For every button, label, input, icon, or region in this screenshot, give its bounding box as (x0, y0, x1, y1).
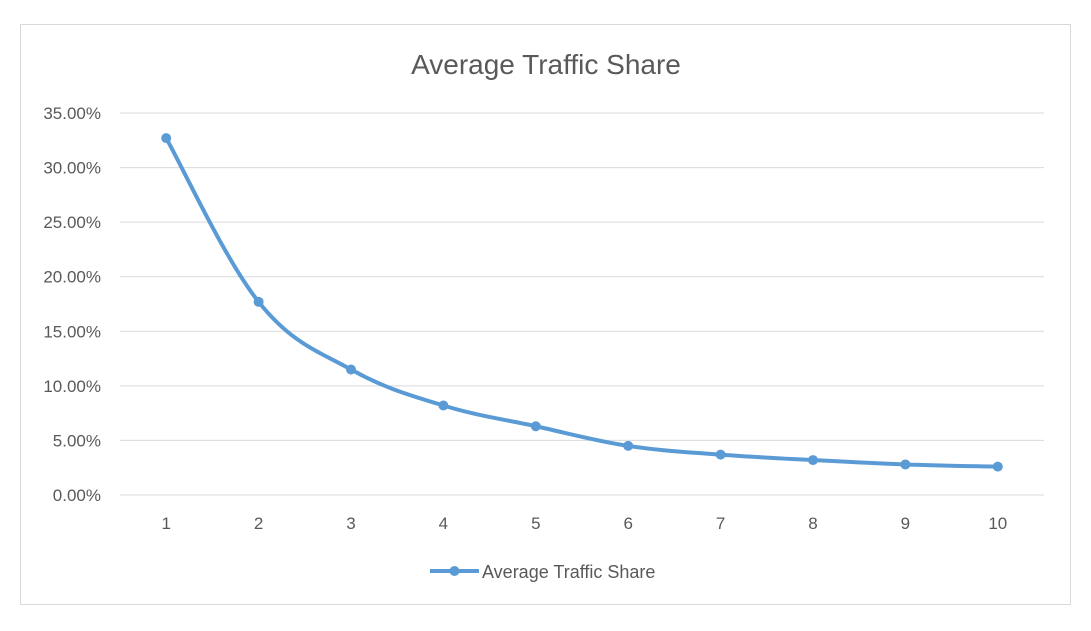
legend-marker (449, 566, 460, 576)
x-tick-label: 6 (623, 514, 632, 533)
data-point (992, 461, 1003, 472)
x-axis-tick-labels: 1 2 3 4 5 6 7 8 9 10 (161, 514, 1007, 533)
data-point (623, 440, 634, 451)
legend: Average Traffic Share (430, 562, 655, 582)
x-tick-label: 3 (346, 514, 355, 533)
y-tick-label: 15.00% (43, 322, 101, 341)
x-tick-label: 1 (161, 514, 170, 533)
data-point (530, 421, 541, 432)
y-tick-label: 20.00% (43, 268, 101, 287)
legend-label: Average Traffic Share (482, 562, 655, 582)
x-tick-label: 8 (808, 514, 817, 533)
data-point (438, 400, 449, 411)
y-tick-label: 5.00% (53, 431, 101, 450)
data-point (900, 459, 911, 470)
x-tick-label: 4 (439, 514, 448, 533)
data-point (161, 133, 172, 144)
chart-area (20, 24, 1071, 605)
y-tick-label: 35.00% (43, 104, 101, 123)
gridlines (120, 112, 1044, 496)
data-point (253, 296, 264, 307)
x-tick-label: 10 (988, 514, 1007, 533)
y-tick-label: 30.00% (43, 159, 101, 178)
x-tick-label: 7 (716, 514, 725, 533)
y-tick-label: 25.00% (43, 213, 101, 232)
data-point (715, 449, 726, 460)
data-point (808, 455, 818, 466)
chart-title: Average Traffic Share (411, 49, 681, 80)
y-tick-label: 0.00% (53, 486, 101, 505)
y-axis-tick-labels: 0.00% 5.00% 10.00% 15.00% 20.00% 25.00% 30.00%… (43, 104, 101, 505)
data-point (346, 364, 356, 375)
x-tick-label: 5 (531, 514, 540, 533)
series-layer (161, 133, 1003, 472)
x-tick-label: 9 (901, 514, 910, 533)
y-tick-label: 10.00% (43, 377, 101, 396)
x-tick-label: 2 (254, 514, 263, 533)
series-line (164, 136, 1000, 469)
